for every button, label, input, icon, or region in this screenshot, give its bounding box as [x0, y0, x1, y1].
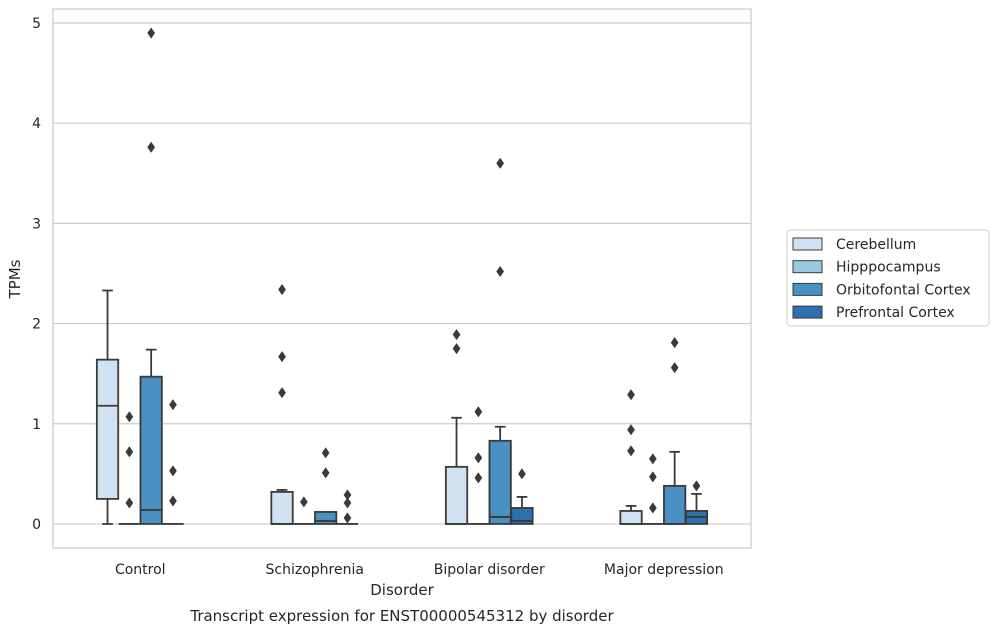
outlier-point — [343, 489, 352, 501]
legend: Cerebellum Hipppocampus Orbitofontal Corte… — [786, 229, 990, 327]
outlier-point — [321, 467, 330, 479]
outlier-point — [147, 27, 156, 39]
y-tick-label: 1 — [32, 417, 41, 433]
outlier-point — [692, 480, 701, 492]
outlier-point — [343, 512, 352, 524]
outlier-point — [299, 496, 308, 508]
legend-swatch — [792, 237, 823, 251]
box-group — [139, 27, 163, 525]
outlier-point — [648, 471, 657, 483]
box-group — [510, 468, 534, 525]
x-tick-label: Schizophrenia — [266, 562, 364, 578]
y-tick-label: 0 — [32, 517, 41, 533]
x-tick-label: Bipolar disorder — [434, 562, 545, 578]
outlier-point — [627, 424, 635, 436]
box-group — [336, 489, 359, 525]
box-group — [118, 411, 141, 525]
legend-label: Cerebellum — [836, 237, 916, 253]
box — [139, 375, 163, 525]
outlier-point — [648, 453, 657, 465]
y-tick-label: 4 — [32, 116, 41, 132]
outlier-point — [670, 336, 679, 349]
box — [95, 358, 120, 500]
legend-label: Hipppocampus — [836, 260, 941, 276]
legend-swatch — [792, 305, 823, 319]
outlier-point — [627, 445, 635, 457]
outlier-point — [474, 452, 483, 464]
plot-area — [95, 27, 709, 525]
outlier-point — [452, 328, 461, 341]
x-tick-label: Control — [115, 562, 166, 578]
box-group — [270, 283, 294, 525]
box — [444, 465, 469, 525]
outlier-point — [648, 502, 657, 514]
box-group — [663, 336, 687, 525]
outlier-point — [169, 399, 177, 411]
box-group — [488, 157, 512, 525]
x-axis-label: Disorder — [370, 581, 434, 599]
box-group — [293, 496, 315, 525]
axes-frame — [52, 8, 752, 549]
outlier-point — [474, 472, 483, 484]
outlier-point — [169, 465, 177, 477]
box — [663, 484, 687, 525]
outlier-point — [278, 387, 286, 399]
legend-items: Cerebellum Hipppocampus Orbitofontal Corte… — [792, 237, 971, 321]
x-axis-ticks: Control Schizophrenia Bipolar disorder Majo… — [115, 562, 724, 578]
box — [510, 507, 534, 525]
outlier-point — [518, 468, 526, 480]
box-group — [162, 399, 184, 525]
outlier-point — [343, 497, 352, 509]
outlier-point — [125, 497, 134, 509]
outlier-point — [452, 342, 461, 355]
outlier-point — [670, 362, 679, 374]
chart-caption: Transcript expression for ENST0000054531… — [189, 607, 614, 625]
outlier-point — [169, 495, 177, 507]
box-group — [467, 406, 490, 525]
box — [270, 490, 294, 525]
y-axis-label: TPMs — [6, 259, 24, 299]
box — [619, 510, 643, 525]
legend-frame — [786, 229, 990, 327]
outlier-point — [147, 141, 156, 153]
box-group — [619, 389, 643, 525]
box-group — [95, 289, 120, 525]
outlier-point — [125, 411, 134, 423]
legend-label: Prefrontal Cortex — [836, 305, 955, 321]
outlier-point — [496, 265, 505, 278]
box-group — [642, 453, 664, 525]
outlier-point — [125, 446, 134, 458]
legend-label: Orbitofontal Cortex — [836, 282, 971, 298]
box-group — [314, 447, 338, 525]
y-tick-label: 5 — [32, 16, 41, 32]
y-tick-label: 3 — [32, 216, 41, 232]
outlier-point — [278, 351, 286, 363]
outlier-point — [627, 389, 635, 401]
legend-swatch — [792, 282, 823, 296]
y-tick-label: 2 — [32, 317, 41, 333]
y-axis-ticks: 0 1 2 3 4 5 — [32, 16, 41, 533]
x-tick-label: Major depression — [604, 562, 724, 578]
box — [488, 439, 512, 525]
box-group — [684, 480, 709, 525]
box — [314, 511, 338, 525]
outlier-point — [496, 157, 505, 169]
outlier-point — [321, 447, 330, 459]
outlier-point — [278, 283, 286, 296]
outlier-point — [474, 406, 483, 418]
legend-swatch — [792, 260, 823, 274]
box-group — [444, 328, 469, 525]
